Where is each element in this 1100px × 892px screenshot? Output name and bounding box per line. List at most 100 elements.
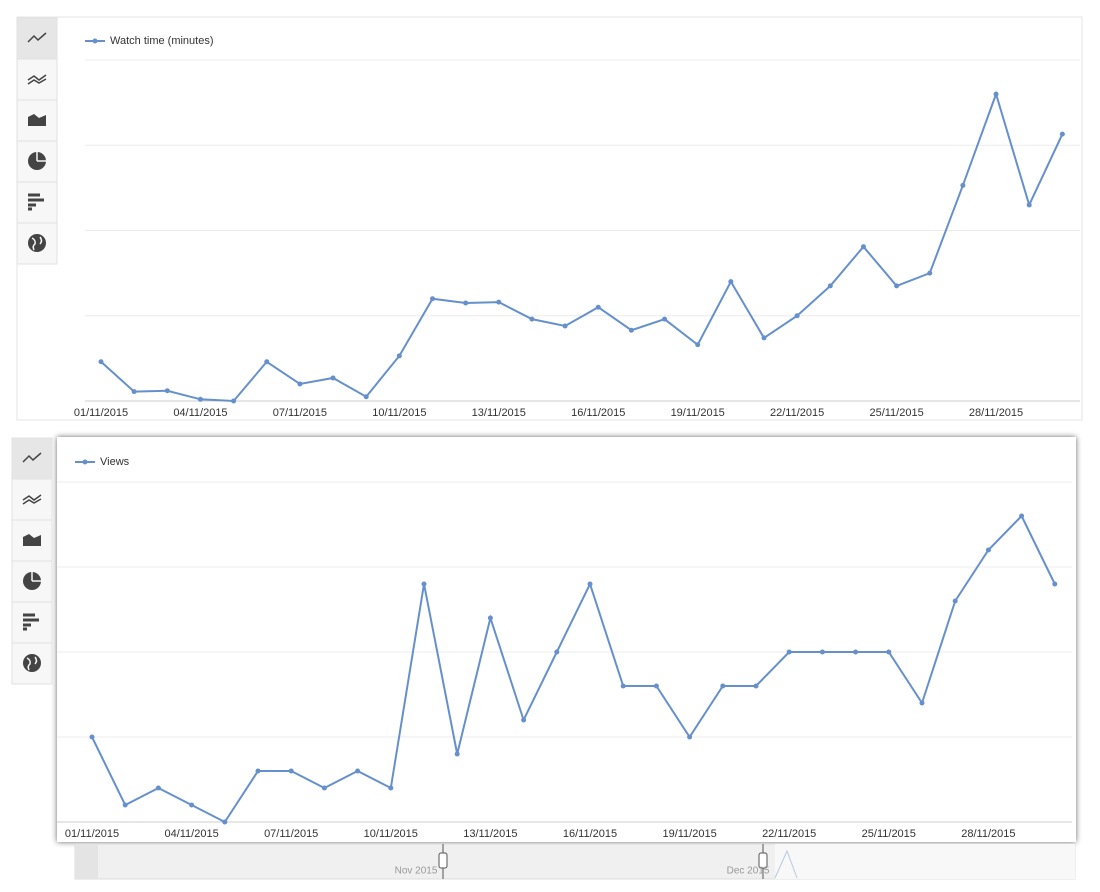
x-tick-label: 19/11/2015: [671, 407, 725, 419]
point: [720, 683, 726, 689]
point: [1026, 202, 1032, 208]
series-line: [91, 514, 1056, 824]
icon-pie: [31, 572, 41, 582]
x-tick-label: 25/11/2015: [869, 407, 923, 419]
point: [927, 270, 933, 276]
icon-bar: [28, 203, 36, 207]
point: [496, 299, 502, 305]
point: [454, 751, 460, 757]
point: [98, 359, 104, 365]
icon-globe: [26, 656, 38, 671]
legend-marker: [92, 38, 98, 44]
icon-multiline: [22, 494, 42, 501]
legend-label: Views: [100, 456, 130, 468]
icon-bar: [23, 618, 39, 622]
point: [222, 819, 228, 825]
x-tick-label: 22/11/2015: [770, 407, 824, 419]
x-tick-label: 25/11/2015: [862, 828, 916, 840]
point: [1059, 131, 1065, 137]
point: [695, 342, 701, 348]
point: [89, 734, 95, 740]
icon-pie: [36, 152, 46, 162]
navigator-line: [774, 849, 798, 879]
point: [388, 785, 394, 791]
point: [197, 396, 203, 402]
icon-globe: [31, 236, 43, 251]
x-tick-label: 01/11/2015: [74, 407, 128, 419]
point: [860, 244, 866, 250]
point: [562, 323, 568, 329]
point: [894, 283, 900, 289]
point: [662, 316, 668, 322]
chart-type-button[interactable]: [11, 601, 53, 644]
x-tick-label: 07/11/2015: [264, 828, 318, 840]
x-tick-label: 04/11/2015: [164, 828, 218, 840]
point: [164, 388, 170, 394]
panel-bottom: [57, 437, 1076, 842]
chart-type-button[interactable]: [11, 478, 53, 521]
icon-bar: [28, 207, 32, 211]
point: [985, 547, 991, 553]
point: [919, 700, 925, 706]
point: [396, 353, 402, 359]
icon-bar: [28, 198, 44, 202]
point: [463, 300, 469, 306]
navigator-label: Dec 2015: [727, 866, 770, 877]
x-tick-label: 04/11/2015: [173, 407, 227, 419]
point: [189, 802, 195, 808]
x-tick-label: 01/11/2015: [65, 828, 119, 840]
point: [819, 649, 825, 655]
navigator-mask: [775, 844, 1075, 879]
point: [628, 327, 634, 333]
point: [355, 768, 361, 774]
point: [653, 683, 659, 689]
x-tick-label: 28/11/2015: [961, 828, 1015, 840]
point: [827, 283, 833, 289]
x-tick-label: 16/11/2015: [563, 828, 617, 840]
x-tick-label: 19/11/2015: [662, 828, 716, 840]
x-tick-label: 10/11/2015: [372, 407, 426, 419]
point: [1052, 581, 1058, 587]
chart-type-button[interactable]: [16, 181, 58, 224]
point: [952, 598, 958, 604]
x-tick-label: 28/11/2015: [969, 407, 1023, 419]
navigator-mask: [75, 844, 98, 879]
icon-line: [22, 452, 42, 463]
chart-type-button[interactable]: [16, 58, 58, 101]
navigator-handle[interactable]: [758, 852, 768, 869]
point: [554, 649, 560, 655]
point: [595, 304, 601, 310]
icon-bar: [23, 613, 35, 617]
navigator-handle[interactable]: [438, 852, 448, 869]
point: [131, 389, 137, 395]
x-tick-label: 10/11/2015: [364, 828, 418, 840]
point: [521, 717, 527, 723]
icon-line: [27, 32, 47, 43]
point: [794, 313, 800, 319]
point: [264, 359, 270, 365]
icon-globe: [28, 234, 46, 252]
x-tick-label: 13/11/2015: [472, 407, 526, 419]
point: [786, 649, 792, 655]
point: [421, 581, 427, 587]
point: [231, 398, 237, 404]
point: [155, 785, 161, 791]
point: [330, 375, 336, 381]
legend-marker: [82, 459, 88, 465]
icon-multiline: [22, 498, 42, 505]
icon-bar: [23, 627, 27, 631]
point: [297, 381, 303, 387]
icon-multiline: [27, 78, 47, 85]
point: [1019, 513, 1025, 519]
point: [529, 316, 535, 322]
point: [993, 91, 999, 97]
x-tick-label: 16/11/2015: [571, 407, 625, 419]
navigator-label: Nov 2015: [395, 866, 438, 877]
icon-bar: [28, 193, 40, 197]
icon-globe: [23, 654, 41, 672]
panel-top: [16, 16, 1083, 421]
point: [255, 768, 261, 774]
point: [687, 734, 693, 740]
point: [960, 182, 966, 188]
icon-area: [28, 114, 46, 126]
